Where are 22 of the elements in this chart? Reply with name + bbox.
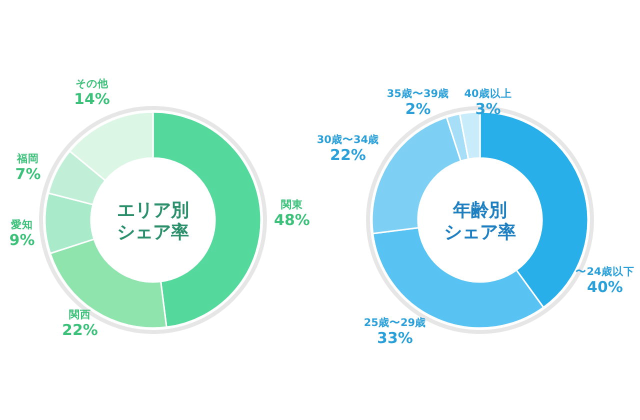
slice-label: 30歳〜34歳 [316, 133, 380, 146]
data-label: 2% [405, 100, 431, 118]
data-label: 40% [587, 278, 623, 296]
slice-label: 愛知 [11, 218, 33, 231]
slice-label: 40歳以上 [464, 87, 512, 100]
data-label: 22% [330, 146, 366, 164]
slice-label: 福岡 [16, 152, 39, 165]
slice-label: 25歳〜29歳 [364, 316, 426, 329]
data-label: 14% [74, 90, 110, 108]
slice-label: 関東 [281, 198, 304, 211]
slice-label: 関西 [69, 309, 91, 321]
data-label: 22% [62, 321, 98, 339]
text: エリア別シェア率 [117, 200, 189, 243]
data-label: 33% [377, 329, 413, 347]
slice-label: 35歳〜39歳 [386, 87, 450, 100]
slice-label: 〜24歳以下 [576, 265, 634, 278]
slice-label: その他 [76, 77, 110, 90]
text: 年齢別シェア率 [444, 200, 516, 243]
data-label: 48% [274, 211, 310, 229]
data-label: 3% [475, 100, 501, 118]
data-label: 7% [15, 165, 41, 183]
data-label: 9% [9, 231, 35, 249]
